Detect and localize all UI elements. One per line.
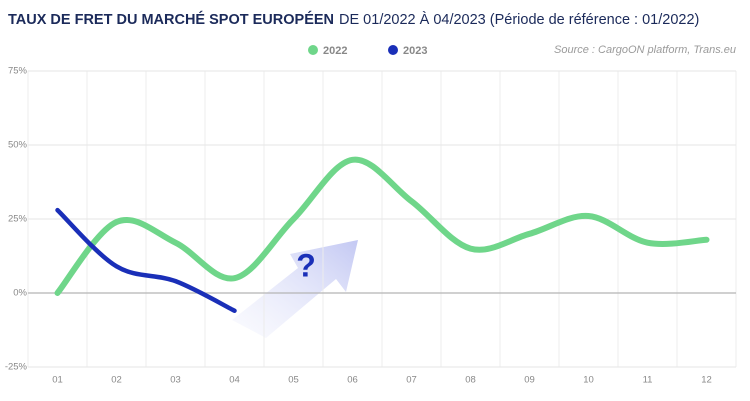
x-tick-label: 05 [288,375,299,386]
annotation: ? [296,247,316,283]
legend-swatch [308,45,318,55]
y-tick-label: 50% [8,140,28,151]
x-tick-label: 10 [583,375,594,386]
x-tick-label: 01 [52,375,63,386]
x-tick-label: 09 [524,375,535,386]
x-tick-label: 04 [229,375,240,386]
legend-swatch [388,45,398,55]
y-tick-label: 25% [8,214,28,225]
legend-label: 2023 [403,45,427,57]
x-tick-label: 02 [111,375,122,386]
arrow [232,240,358,338]
chart-subtitle: DE 01/2022 À 04/2023 (Période de référen… [339,11,699,28]
y-tick-label: 75% [8,66,28,77]
y-tick-label: -25% [5,362,28,373]
x-tick-label: 07 [406,375,417,386]
series-line [54,156,710,296]
source: Source : CargoON platform, Trans.eu [554,44,736,56]
x-tick-label: 06 [347,375,358,386]
x-tick-label: 08 [465,375,476,386]
chart-title: TAUX DE FRET DU MARCHÉ SPOT EUROPÉEN [8,11,334,28]
chart-title-row: TAUX DE FRET DU MARCHÉ SPOT EUROPÉEN DE 0… [8,11,699,28]
x-tick-label: 11 [643,375,653,386]
x-tick-label: 12 [701,375,712,386]
x-tick-label: 03 [170,375,181,386]
y-tick-label: 0% [13,288,27,299]
legend-label: 2022 [323,45,347,57]
series-line [55,207,237,314]
